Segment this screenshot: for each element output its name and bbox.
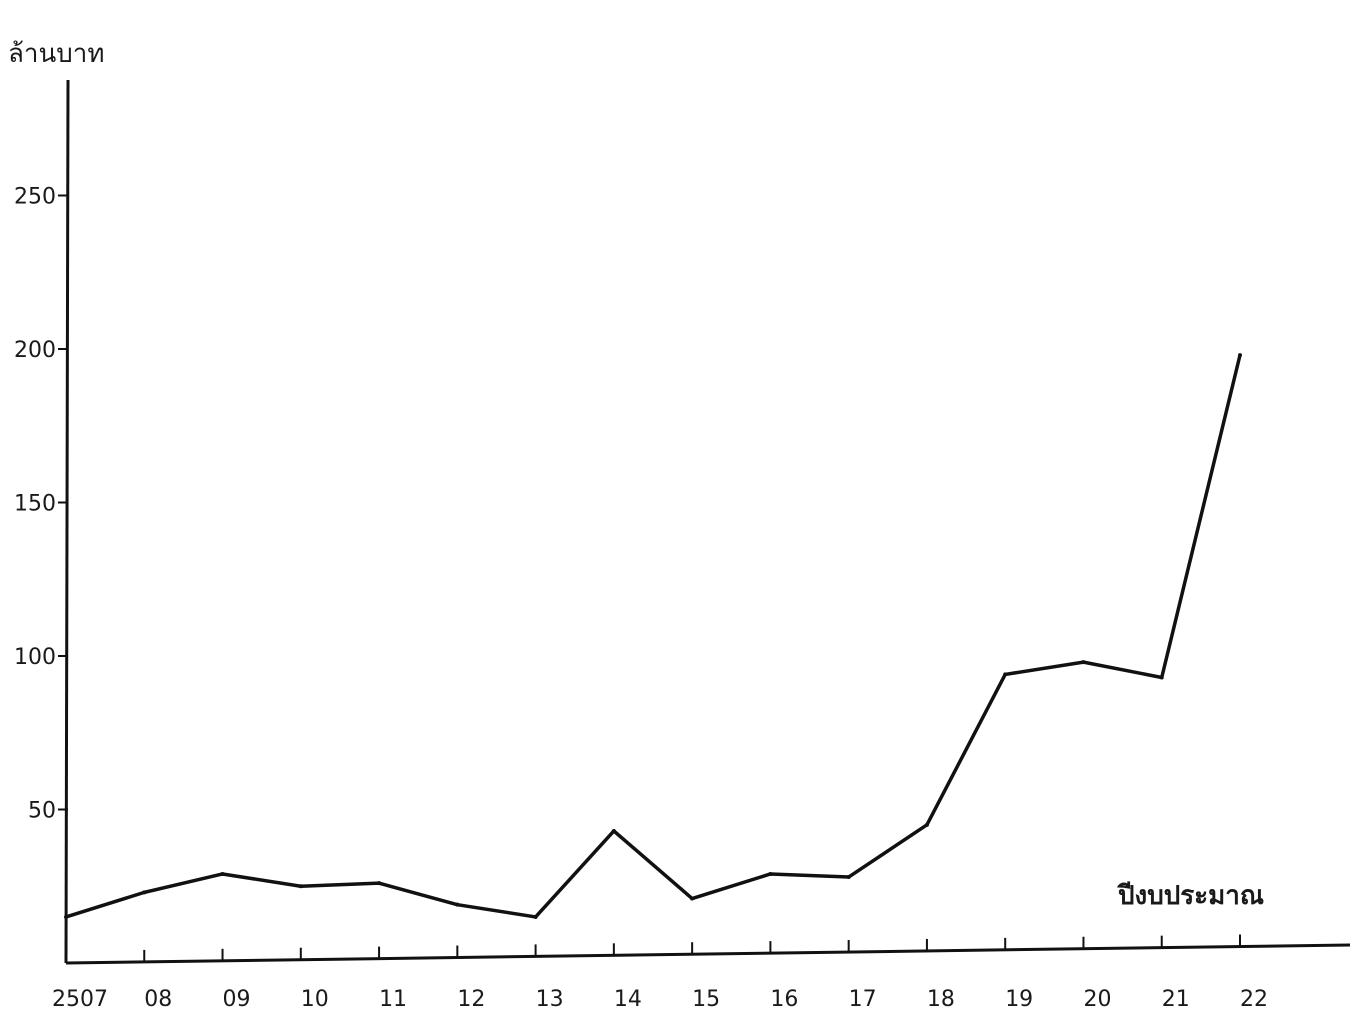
- x-axis-title: ปีงบประมาณ: [1117, 881, 1264, 911]
- data-point: [455, 902, 460, 907]
- y-axis-line: [64, 79, 70, 964]
- axes: [58, 79, 1351, 965]
- x-tick-label: 15: [692, 987, 720, 1012]
- data-point: [533, 914, 538, 919]
- series-line: [65, 354, 1242, 919]
- x-tick-label: 16: [770, 987, 798, 1012]
- x-tick-label: 09: [223, 987, 251, 1012]
- x-tick-label: 2507: [52, 987, 108, 1012]
- x-tick-label: 17: [849, 987, 877, 1012]
- data-point: [377, 881, 382, 886]
- data-point: [1003, 672, 1008, 677]
- x-tick-label: 22: [1240, 987, 1268, 1012]
- x-tick-label: 11: [379, 987, 407, 1012]
- data-point: [64, 914, 68, 919]
- labels-layer: ล้านบาท ปีงบประมาณ 50 100 150 200 250 2507 08 0…: [8, 39, 1268, 1012]
- y-tick-label: 150: [14, 492, 56, 517]
- data-point: [768, 871, 773, 876]
- x-tick-label: 19: [1005, 987, 1033, 1012]
- x-tick-label: 14: [614, 987, 642, 1012]
- series-layer: [64, 353, 1242, 919]
- x-tick-label: 10: [301, 987, 329, 1012]
- data-point: [924, 822, 929, 827]
- data-point: [611, 828, 616, 833]
- data-point: [220, 871, 225, 876]
- data-point: [1081, 660, 1086, 665]
- x-tick-label: 12: [457, 987, 485, 1012]
- data-point: [1159, 675, 1164, 680]
- y-tick-label: 250: [14, 185, 56, 210]
- y-tick-label: 50: [28, 799, 56, 824]
- data-point: [1238, 353, 1242, 358]
- data-point: [690, 896, 695, 901]
- data-point: [846, 875, 851, 880]
- x-tick-label: 21: [1162, 987, 1190, 1012]
- y-tick-label: 200: [14, 338, 56, 363]
- data-point: [142, 890, 147, 895]
- x-tick-label: 20: [1083, 987, 1111, 1012]
- x-axis-line: [65, 943, 1351, 965]
- x-tick-label: 13: [536, 987, 564, 1012]
- x-tick-label: 18: [927, 987, 955, 1012]
- y-tick-label: 100: [14, 645, 56, 670]
- x-tick-label: 08: [144, 987, 172, 1012]
- data-point: [298, 884, 303, 889]
- y-axis-title: ล้านบาท: [8, 39, 105, 69]
